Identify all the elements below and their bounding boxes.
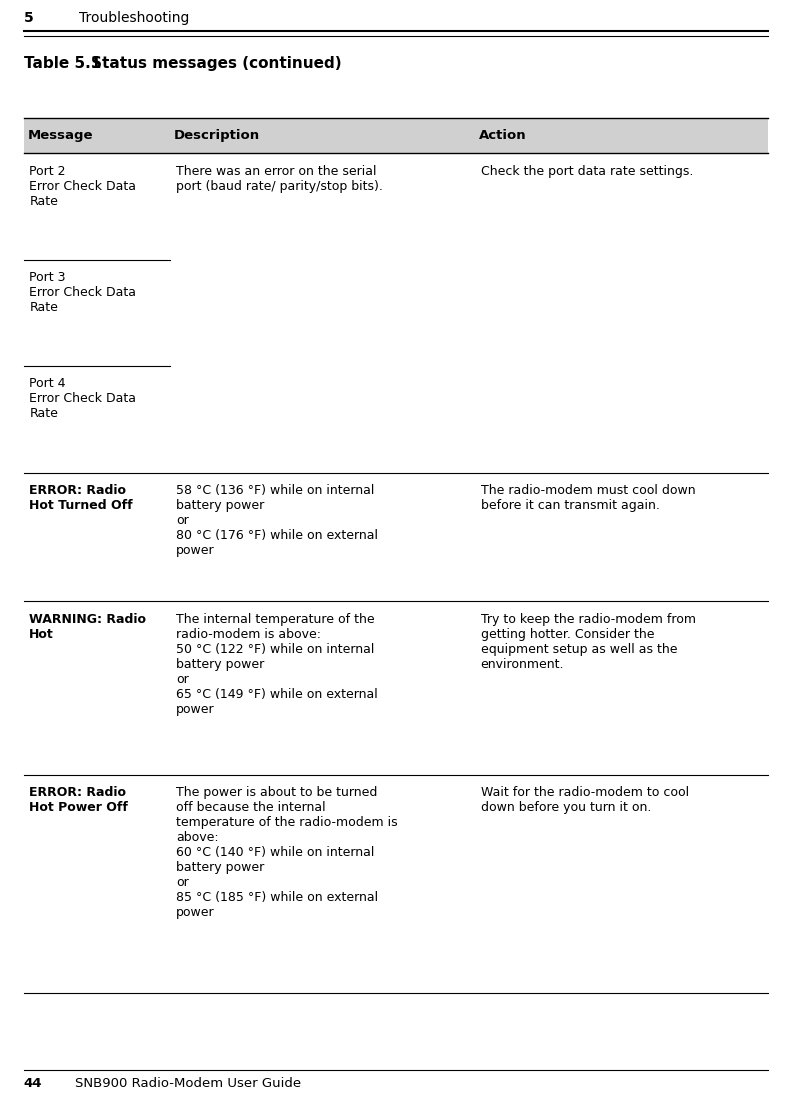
Text: 44: 44 xyxy=(24,1077,42,1091)
Text: Status messages (continued): Status messages (continued) xyxy=(91,56,341,71)
Text: Port 2
Error Check Data
Rate: Port 2 Error Check Data Rate xyxy=(29,165,136,207)
Text: ERROR: Radio
Hot Power Off: ERROR: Radio Hot Power Off xyxy=(29,786,128,814)
Text: The internal temperature of the
radio-modem is above:
50 °C (122 °F) while on in: The internal temperature of the radio-mo… xyxy=(176,613,378,716)
Text: WARNING: Radio
Hot: WARNING: Radio Hot xyxy=(29,613,147,641)
Text: SNB900 Radio-Modem User Guide: SNB900 Radio-Modem User Guide xyxy=(75,1077,302,1091)
Text: Check the port data rate settings.: Check the port data rate settings. xyxy=(481,165,693,178)
Text: Port 3
Error Check Data
Rate: Port 3 Error Check Data Rate xyxy=(29,271,136,314)
Text: Table 5.1: Table 5.1 xyxy=(24,56,101,71)
Text: There was an error on the serial
port (baud rate/ parity/stop bits).: There was an error on the serial port (b… xyxy=(176,165,383,193)
Text: ERROR: Radio
Hot Turned Off: ERROR: Radio Hot Turned Off xyxy=(29,484,133,512)
Text: The radio-modem must cool down
before it can transmit again.: The radio-modem must cool down before it… xyxy=(481,484,695,512)
Text: Action: Action xyxy=(479,129,527,142)
Text: Try to keep the radio-modem from
getting hotter. Consider the
equipment setup as: Try to keep the radio-modem from getting… xyxy=(481,613,695,671)
Text: Troubleshooting: Troubleshooting xyxy=(79,11,189,25)
Text: 5: 5 xyxy=(24,11,33,25)
Text: Description: Description xyxy=(174,129,261,142)
Text: Message: Message xyxy=(28,129,93,142)
Text: 58 °C (136 °F) while on internal
battery power
or
80 °C (176 °F) while on extern: 58 °C (136 °F) while on internal battery… xyxy=(176,484,378,557)
Text: Wait for the radio-modem to cool
down before you turn it on.: Wait for the radio-modem to cool down be… xyxy=(481,786,689,814)
FancyBboxPatch shape xyxy=(24,118,768,153)
Text: Port 4
Error Check Data
Rate: Port 4 Error Check Data Rate xyxy=(29,377,136,420)
Text: The power is about to be turned
off because the internal
temperature of the radi: The power is about to be turned off beca… xyxy=(176,786,398,920)
